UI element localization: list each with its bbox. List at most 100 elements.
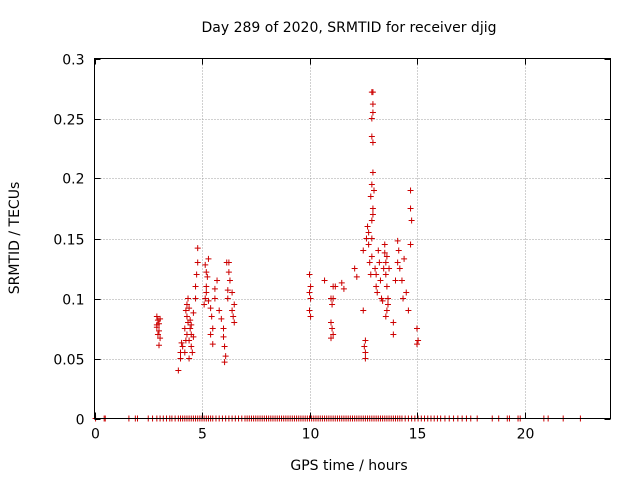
- data-point: [186, 355, 193, 362]
- data-point: [381, 249, 388, 256]
- y-tick-label: 0.2: [62, 172, 84, 188]
- data-point: [368, 181, 375, 188]
- data-point: [368, 133, 375, 140]
- data-point: [181, 349, 188, 356]
- data-point: [362, 337, 369, 344]
- data-point: [383, 307, 390, 314]
- data-point: [384, 301, 391, 308]
- data-point: [382, 271, 389, 278]
- data-point: [396, 265, 403, 272]
- y-tick-label: 0.25: [53, 113, 84, 129]
- y-tick-label: 0.1: [62, 293, 84, 309]
- chart-title: Day 289 of 2020, SRMTID for receiver dji…: [202, 20, 497, 36]
- data-points: [92, 89, 584, 422]
- data-point: [407, 205, 414, 212]
- data-point: [407, 187, 414, 194]
- data-point: [368, 217, 375, 224]
- data-point: [366, 259, 373, 266]
- data-point: [157, 315, 164, 322]
- data-point: [218, 315, 225, 322]
- data-point: [369, 211, 376, 218]
- data-point: [365, 229, 372, 236]
- data-point: [214, 277, 221, 284]
- data-point: [408, 217, 415, 224]
- data-point: [225, 269, 232, 276]
- data-point: [390, 331, 397, 338]
- data-point: [187, 317, 194, 324]
- data-point: [178, 339, 185, 346]
- data-point: [226, 277, 233, 284]
- x-tick-label: 0: [91, 427, 100, 443]
- data-point: [204, 273, 211, 280]
- data-point: [372, 265, 379, 272]
- y-tick-label: 0.15: [53, 233, 84, 249]
- data-point: [205, 255, 212, 262]
- data-point: [189, 349, 196, 356]
- data-point: [179, 343, 186, 350]
- data-point: [405, 307, 412, 314]
- data-point: [231, 301, 238, 308]
- data-point: [382, 259, 389, 266]
- data-point: [307, 313, 314, 320]
- data-point: [369, 169, 376, 176]
- data-point: [182, 307, 189, 314]
- data-point: [369, 89, 376, 96]
- data-point: [230, 313, 237, 320]
- x-axis-label: GPS time / hours: [290, 458, 407, 474]
- data-point: [407, 241, 414, 248]
- data-point: [208, 313, 215, 320]
- data-point: [330, 295, 337, 302]
- data-point: [186, 337, 193, 344]
- data-point: [400, 295, 407, 302]
- data-point: [415, 337, 422, 344]
- data-point: [353, 273, 360, 280]
- data-point: [398, 277, 405, 284]
- data-point: [360, 307, 367, 314]
- y-tick-label: 0.3: [62, 53, 84, 69]
- data-point: [307, 283, 314, 290]
- data-point: [221, 359, 228, 366]
- data-point: [362, 355, 369, 362]
- data-point: [188, 343, 195, 350]
- data-point: [229, 289, 236, 296]
- data-point: [338, 279, 345, 286]
- x-tick-label: 5: [198, 427, 207, 443]
- data-point: [222, 353, 229, 360]
- data-point: [306, 271, 313, 278]
- data-point: [193, 271, 200, 278]
- data-point: [192, 295, 199, 302]
- data-point: [332, 283, 339, 290]
- data-point: [194, 259, 201, 266]
- data-point: [394, 237, 401, 244]
- data-point: [190, 309, 197, 316]
- data-point: [221, 343, 228, 350]
- data-point: [383, 253, 390, 260]
- data-point: [192, 283, 199, 290]
- plot-frame: [94, 58, 611, 419]
- data-point: [403, 289, 410, 296]
- data-point: [207, 331, 214, 338]
- x-tick-label: 20: [517, 427, 535, 443]
- data-point: [207, 305, 214, 312]
- data-point: [373, 283, 380, 290]
- data-point: [351, 265, 358, 272]
- data-point: [306, 289, 313, 296]
- data-point: [154, 331, 161, 338]
- data-point: [369, 101, 376, 108]
- x-tick-label: 15: [409, 427, 427, 443]
- data-point: [187, 325, 194, 332]
- data-point: [369, 205, 376, 212]
- data-point: [157, 335, 164, 342]
- data-point: [229, 307, 236, 314]
- data-point: [361, 343, 368, 350]
- data-point: [190, 333, 197, 340]
- data-point: [194, 245, 201, 252]
- data-point: [386, 265, 393, 272]
- data-point: [321, 277, 328, 284]
- data-point: [392, 277, 399, 284]
- data-point: [306, 307, 313, 314]
- data-point: [401, 255, 408, 262]
- data-point: [209, 325, 216, 332]
- data-point: [329, 325, 336, 332]
